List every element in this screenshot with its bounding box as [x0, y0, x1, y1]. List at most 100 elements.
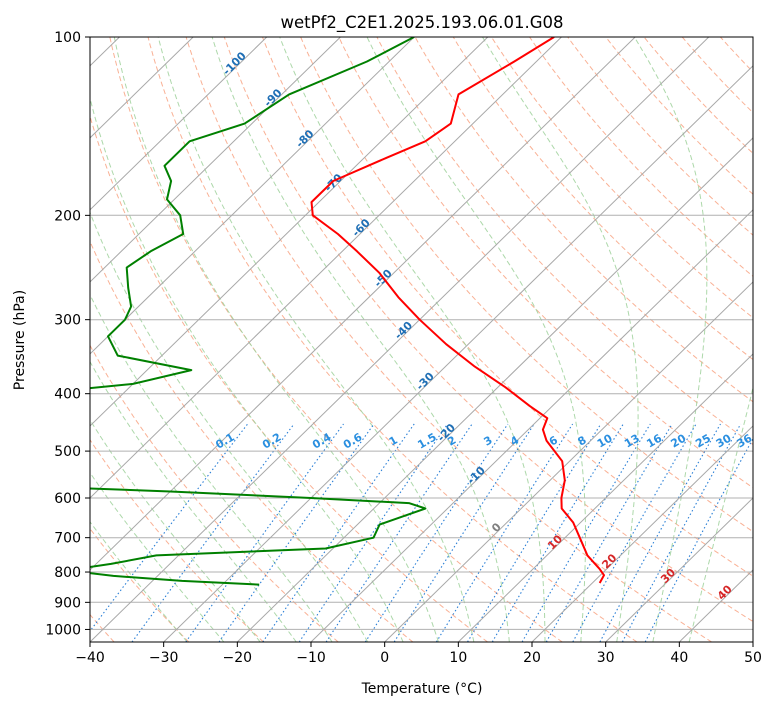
mixing-ratio-label: 10 [595, 431, 615, 450]
x-tick-label: 10 [449, 650, 467, 666]
moist-adiabat-line [366, 37, 586, 642]
mixing-ratio-label: 36 [735, 431, 755, 450]
x-tick-label: 0 [380, 650, 389, 666]
dry-adiabat-line [605, 37, 753, 195]
y-tick-label: 200 [54, 208, 81, 224]
x-tick-label: −10 [296, 650, 326, 666]
mixing-ratio-label: 0.4 [310, 430, 334, 451]
dry-adiabat-line [300, 37, 753, 533]
isotherm-line [163, 65, 753, 642]
mixing-ratio-line [131, 423, 295, 642]
dry-adiabat-line [90, 344, 339, 642]
dry-adiabat-line [414, 37, 753, 403]
isotherm-line [605, 497, 753, 642]
dry-adiabat-line [681, 37, 753, 114]
y-tick-label: 500 [54, 444, 81, 460]
moist-adiabat-line [90, 96, 404, 642]
dry-adiabat-label: -70 [322, 171, 345, 194]
moist-adiabat-line [279, 37, 546, 642]
mixing-ratio-line [262, 423, 415, 642]
dry-adiabat-line [452, 37, 753, 361]
dry-adiabat-line [643, 37, 753, 155]
mixing-ratio-line [572, 423, 697, 642]
isotherms [90, 37, 753, 642]
dry-adiabat-label: -40 [392, 319, 415, 342]
isotherm-line [531, 425, 753, 642]
line-labels: -100-90-80-70-60-50-40-30-20-10010203040… [213, 49, 755, 602]
mixing-ratio-line [185, 423, 344, 642]
dry-adiabat-label: 30 [658, 566, 678, 586]
dry-adiabat-line [90, 438, 264, 642]
dry-adiabat-line [738, 14, 775, 642]
x-tick-label: 40 [670, 650, 688, 666]
dry-adiabat-line [185, 37, 712, 642]
mixing-ratio-line [599, 423, 721, 642]
isotherm-line [236, 137, 753, 642]
isotherm-line [752, 641, 753, 642]
dry-adiabat-line [90, 527, 190, 642]
mixing-ratio-label: 2 [445, 434, 458, 449]
moist-adiabat-line [688, 385, 753, 642]
isotherm-line [90, 37, 710, 642]
isotherm-line [90, 37, 636, 571]
isotherm-line [90, 37, 489, 427]
profile-series [90, 37, 605, 586]
mixing-ratio-lines [90, 423, 753, 642]
x-tick-label: 50 [744, 650, 762, 666]
mixing-ratio-line [298, 423, 449, 642]
y-tick-label: 600 [54, 491, 81, 507]
moist-adiabat-line [90, 211, 369, 642]
mixing-ratio-line [491, 423, 624, 642]
dry-adiabat-line [567, 37, 753, 236]
mixing-ratio-line [467, 423, 602, 642]
dry-adiabat-label: 40 [715, 582, 735, 602]
moist-adiabat-line [90, 520, 188, 642]
isotherm-line [90, 37, 268, 211]
dewpoint-profile-line [90, 37, 427, 586]
mixing-ratio-line [545, 423, 673, 642]
x-tick-label: −30 [149, 650, 179, 666]
y-tick-label: 800 [54, 565, 81, 581]
moist-adiabat-line [90, 419, 261, 642]
dry-adiabat-label: -60 [350, 216, 373, 239]
mixing-ratio-line [218, 423, 375, 642]
mixing-ratio-line [325, 423, 473, 642]
mixing-ratio-line [393, 423, 535, 642]
mixing-ratio-label: 1 [387, 434, 400, 449]
mixing-ratio-label: 16 [644, 431, 664, 450]
dry-adiabat-label: 10 [545, 532, 565, 552]
dry-adiabat-line [147, 37, 638, 642]
x-axis-label: Temperature (°C) [361, 681, 483, 697]
dry-adiabat-line [376, 37, 753, 446]
dry-adiabat-line [90, 114, 488, 642]
dry-adiabat-label: -30 [414, 370, 437, 393]
temperature-profile-line [310, 37, 605, 584]
mixing-ratio-line [621, 423, 742, 642]
moist-adiabat-line [211, 37, 510, 642]
y-axis-ticks: 100 200 300 400 500 600 700 800 900 1000 [45, 30, 90, 638]
dry-adiabat-line [490, 37, 753, 319]
x-axis-ticks: −40 −30 −20 −10 0 10 20 30 40 50 [75, 642, 762, 666]
x-tick-label: 20 [523, 650, 541, 666]
moist-adiabat-line [157, 37, 475, 642]
mixing-ratio-line [521, 423, 651, 642]
dry-adiabat-line [719, 37, 753, 73]
plot-frame [89, 36, 754, 643]
isotherm-line [457, 353, 753, 642]
moist-adiabat-line [113, 37, 439, 642]
mixing-ratio-line [644, 437, 753, 642]
dry-adiabat-label: -100 [220, 49, 249, 78]
isotherm-line [384, 281, 753, 642]
isotherm-line [678, 569, 753, 642]
y-tick-label: 100 [54, 30, 81, 46]
mixing-ratio-label: 13 [622, 432, 642, 451]
y-tick-label: 900 [54, 595, 81, 611]
moist-adiabats [90, 37, 753, 642]
y-tick-label: 1000 [45, 622, 81, 638]
chart-title: wetPf2_C2E1.2025.193.06.01.G08 [280, 13, 563, 33]
isotherm-line [310, 209, 753, 642]
y-axis-label: Pressure (hPa) [12, 290, 28, 390]
x-tick-label: −40 [75, 650, 105, 666]
dry-adiabat-label: -80 [293, 127, 316, 150]
y-tick-label: 700 [54, 531, 81, 547]
